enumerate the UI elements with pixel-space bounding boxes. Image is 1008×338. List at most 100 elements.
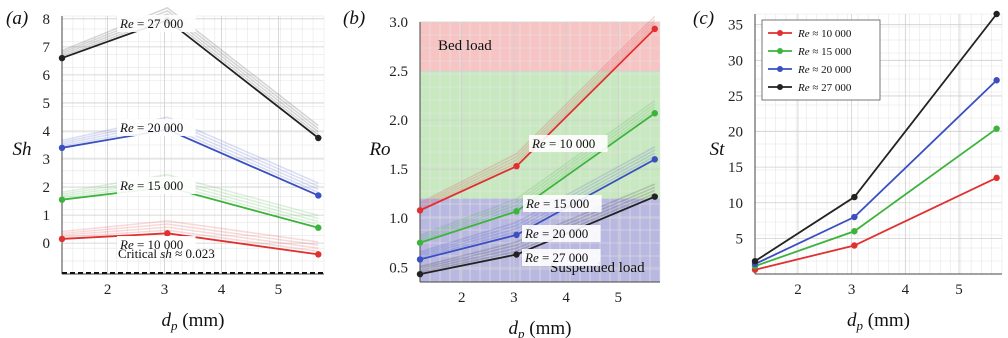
faint-line	[419, 18, 656, 206]
series-annotation: Re = 27 000	[119, 16, 183, 31]
data-point	[416, 270, 424, 278]
data-point	[58, 144, 66, 152]
x-tick-label: 2	[458, 290, 466, 306]
data-point	[164, 230, 171, 237]
series-line-2	[754, 79, 998, 265]
faint-line	[419, 189, 656, 272]
faint-line	[419, 149, 656, 255]
faint-line	[419, 106, 656, 240]
data-point	[851, 213, 858, 221]
data-point	[513, 208, 520, 215]
data-point	[993, 125, 1000, 132]
y-tick-label: 25	[728, 89, 743, 105]
series-line-0	[754, 177, 998, 271]
faint-line	[61, 10, 319, 130]
panel-c: 2 3 4 5 5 10 15 20 25 30 35 St dp (mm) (c) Re ≈ 10 000…	[693, 8, 1003, 333]
y-tick-label: 2	[43, 180, 51, 196]
series-annotation: Re = 20 000	[524, 226, 588, 241]
faint-line	[419, 186, 656, 270]
panel-label: (b)	[343, 8, 365, 29]
series-label-b-0: Re = 10 000	[529, 135, 608, 152]
legend-entry: Re ≈ 10 000	[797, 28, 852, 40]
y-tick-label: 5	[43, 96, 51, 112]
y-tick-label: 8	[43, 12, 51, 28]
y-tick-label: 2.5	[389, 64, 408, 80]
faint-line	[419, 103, 656, 238]
y-tick-label: 0.5	[389, 260, 408, 276]
data-point	[993, 174, 1000, 182]
series-label-b-1: Re = 15 000	[523, 195, 602, 212]
y-axis-label: St	[710, 139, 726, 160]
data-point	[993, 10, 1000, 18]
label-bg	[522, 249, 601, 266]
data-point	[416, 207, 424, 214]
data-point	[315, 134, 322, 142]
legend-swatch-dot	[777, 48, 783, 54]
legend-entry: Re ≈ 15 000	[797, 46, 852, 58]
data-point	[315, 192, 322, 199]
y-tick-label: 1.5	[389, 162, 408, 178]
data-point	[651, 25, 658, 33]
data-point	[851, 228, 858, 235]
data-point	[851, 193, 858, 201]
series-label-a-2: Re = 20 000	[117, 119, 196, 136]
x-tick-label: 3	[161, 282, 169, 298]
series-annotation: Re = 20 000	[119, 120, 183, 135]
faint-line	[61, 223, 319, 246]
series-label-b-2: Re = 20 000	[522, 225, 601, 242]
faint-line	[419, 15, 656, 204]
series-label-b-3: Re = 27 000	[522, 249, 601, 266]
data-point	[651, 156, 658, 163]
data-point	[851, 242, 858, 249]
data-point	[315, 224, 322, 231]
panel-a: 2 3 4 5 0 1 2 3 4 5 6 7 8 Sh dp (mm) (a) Re = 10 000 Re =…	[6, 6, 325, 333]
data-point	[416, 256, 424, 263]
data-point	[58, 54, 66, 62]
data-point	[58, 196, 66, 203]
y-tick-label: 5	[736, 231, 744, 247]
data-point	[58, 235, 66, 243]
panel-label: (a)	[6, 8, 28, 29]
data-point	[315, 251, 322, 258]
series-annotation: Re = 15 000	[525, 196, 589, 211]
faint-line	[419, 152, 656, 257]
critical-annotation: Critical sh ≈ 0.023	[118, 246, 215, 261]
data-point	[993, 77, 1000, 84]
x-tick-label: 5	[275, 282, 283, 298]
x-tick-label: 3	[510, 290, 518, 306]
legend-entry: Re ≈ 20 000	[797, 64, 852, 76]
region-label: Bed load	[438, 38, 492, 54]
faint-line	[419, 183, 656, 268]
series-annotation: Re = 10 000	[531, 136, 595, 151]
legend-swatch-dot	[777, 66, 783, 72]
x-tick-label: 2	[104, 282, 112, 298]
y-tick-label: 10	[728, 196, 743, 212]
faint-line	[61, 173, 319, 217]
label-bg	[117, 177, 196, 194]
faint-line	[61, 226, 319, 249]
label-bg	[117, 119, 196, 136]
faint-line	[61, 13, 319, 133]
faint-line	[61, 6, 319, 127]
x-tick-label: 3	[848, 282, 856, 298]
series-annotation: Re = 27 000	[524, 250, 588, 265]
x-axis-label: dp (mm)	[509, 318, 572, 338]
y-tick-label: 0	[43, 236, 51, 252]
x-tick-label: 5	[955, 282, 963, 298]
series-annotation: Re = 10 000	[119, 237, 183, 252]
legend-swatch-dot	[777, 84, 783, 90]
x-axis-label: dp (mm)	[162, 310, 225, 333]
y-axis-label: Ro	[368, 139, 390, 160]
label-bg	[529, 135, 608, 152]
x-tick-label: 4	[902, 282, 910, 298]
data-point	[751, 257, 759, 265]
faint-line	[61, 116, 319, 184]
series-label-a-0: Re = 10 000	[117, 236, 196, 253]
y-tick-label: 3.0	[389, 15, 408, 31]
y-tick-label: 1	[43, 208, 51, 224]
series-annotation: Re = 15 000	[119, 178, 183, 193]
data-point	[651, 110, 658, 117]
data-point	[513, 163, 520, 170]
x-tick-label: 5	[615, 290, 623, 306]
x-tick-label: 4	[562, 290, 570, 306]
